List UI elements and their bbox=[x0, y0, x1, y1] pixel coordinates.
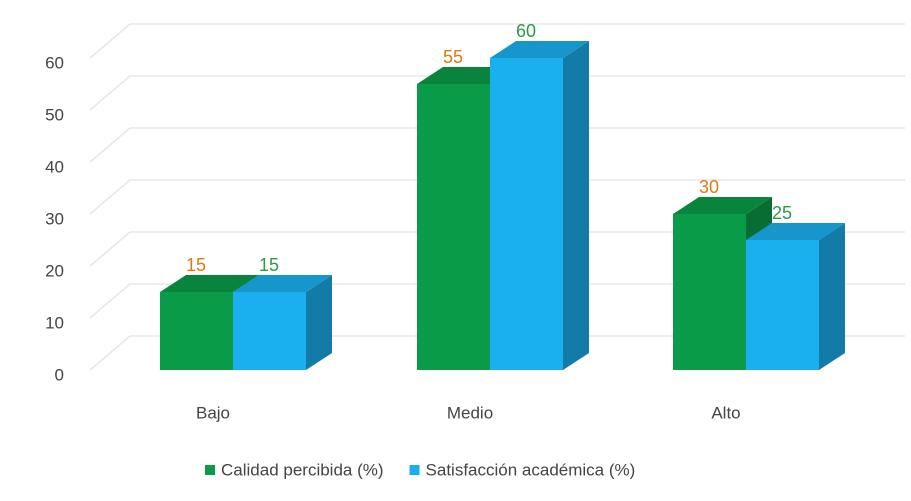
data-label: 15 bbox=[259, 255, 279, 275]
bar bbox=[746, 223, 845, 370]
data-label: 55 bbox=[443, 47, 463, 67]
legend-label: Satisfacción académica (%) bbox=[426, 460, 636, 479]
grid-line bbox=[89, 23, 905, 59]
y-tick-label: 60 bbox=[45, 53, 64, 72]
y-tick-label: 50 bbox=[45, 105, 64, 124]
bar-top bbox=[746, 223, 845, 240]
bar-side bbox=[306, 275, 332, 370]
data-label: 15 bbox=[186, 255, 206, 275]
y-tick-label: 30 bbox=[45, 209, 64, 228]
data-label: 25 bbox=[772, 203, 792, 223]
y-tick-label: 10 bbox=[45, 313, 64, 332]
y-tick-label: 0 bbox=[55, 365, 64, 384]
grid-line bbox=[89, 283, 905, 319]
data-label: 60 bbox=[516, 21, 536, 41]
grid-line bbox=[89, 179, 905, 215]
grid-line bbox=[89, 231, 905, 267]
grid-line bbox=[89, 335, 905, 371]
x-tick-label: Medio bbox=[447, 403, 493, 422]
bar-front bbox=[490, 58, 563, 370]
bar-top bbox=[233, 275, 332, 292]
bar-front bbox=[417, 84, 490, 370]
bar-front bbox=[746, 240, 819, 370]
x-tick-label: Alto bbox=[711, 403, 740, 422]
bar-side bbox=[819, 223, 845, 370]
bar bbox=[233, 275, 332, 370]
legend-swatch bbox=[409, 465, 420, 475]
bar-front bbox=[160, 292, 233, 370]
bar-top bbox=[673, 197, 772, 214]
bar-top bbox=[490, 41, 589, 58]
bar-front bbox=[233, 292, 306, 370]
grid-line bbox=[89, 75, 905, 111]
legend-label: Calidad percibida (%) bbox=[221, 460, 384, 479]
bar-top bbox=[160, 275, 259, 292]
bar bbox=[490, 41, 589, 370]
x-tick-label: Bajo bbox=[196, 403, 230, 422]
legend-swatch bbox=[205, 465, 215, 475]
bar-side bbox=[563, 41, 589, 370]
y-tick-label: 20 bbox=[45, 261, 64, 280]
bar-front bbox=[673, 214, 746, 370]
grid-line bbox=[89, 127, 905, 163]
y-tick-label: 40 bbox=[45, 157, 64, 176]
data-label: 30 bbox=[699, 177, 719, 197]
